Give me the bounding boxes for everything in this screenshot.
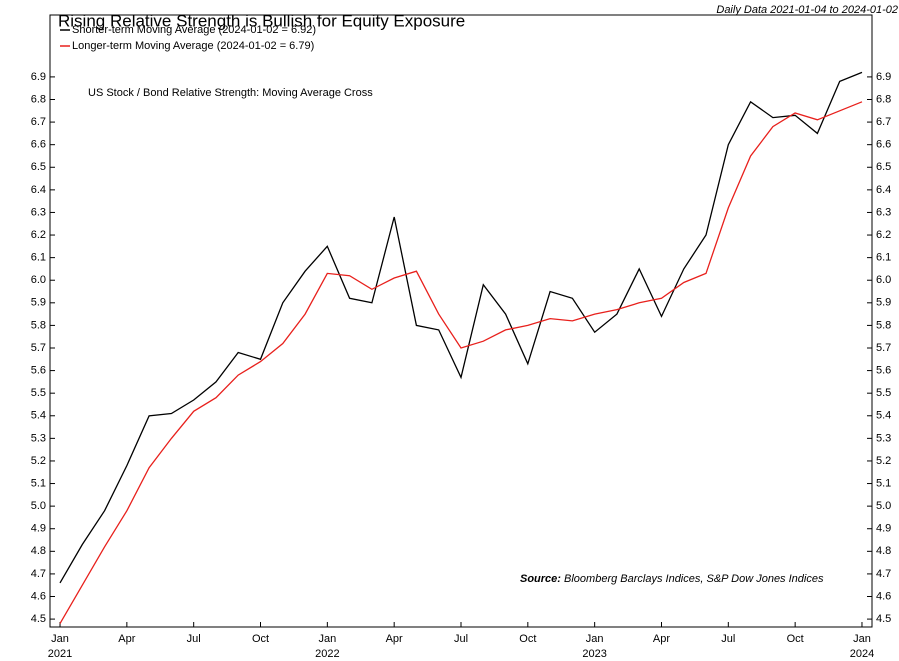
y-tick-label: 6.7 [31, 116, 46, 128]
y2-tick-label: 6.3 [876, 206, 891, 218]
y2-tick-label: 6.4 [876, 184, 891, 196]
x-year-label: 2024 [850, 648, 874, 660]
series-line [59, 71, 863, 584]
y-tick-label: 6.5 [31, 161, 46, 173]
y-tick-label: 6.6 [31, 139, 46, 151]
y2-tick-label: 5.4 [876, 410, 891, 422]
x-tick-label: Oct [519, 633, 536, 645]
y2-tick-label: 6.9 [876, 71, 891, 83]
y-tick-label: 5.6 [31, 364, 46, 376]
y-tick-label: 4.7 [31, 568, 46, 580]
y2-tick-label: 6.7 [876, 116, 891, 128]
y2-tick-label: 4.5 [876, 613, 891, 625]
series-line [59, 101, 863, 624]
x-year-label: 2023 [582, 648, 606, 660]
y2-tick-label: 6.8 [876, 93, 891, 105]
y2-tick-label: 6.0 [876, 274, 891, 286]
y-tick-label: 5.1 [31, 477, 46, 489]
y2-tick-label: 4.7 [876, 568, 891, 580]
y2-tick-label: 5.6 [876, 364, 891, 376]
y2-tick-label: 5.0 [876, 500, 891, 512]
legend-label: Shorter-term Moving Average (2024-01-02 … [72, 24, 316, 36]
y2-tick-label: 5.8 [876, 319, 891, 331]
x-tick-label: Apr [118, 633, 135, 645]
x-tick-label: Jan [51, 633, 69, 645]
y-tick-label: 4.6 [31, 590, 46, 602]
y2-tick-label: 4.9 [876, 523, 891, 535]
chart-subtitle: Daily Data 2021-01-04 to 2024-01-02 [716, 4, 898, 16]
y-tick-label: 6.1 [31, 252, 46, 264]
y-tick-label: 4.5 [31, 613, 46, 625]
y-tick-label: 5.0 [31, 500, 46, 512]
y-tick-label: 6.4 [31, 184, 46, 196]
y2-tick-label: 5.3 [876, 432, 891, 444]
y2-tick-label: 5.1 [876, 477, 891, 489]
y-tick-label: 4.9 [31, 523, 46, 535]
y2-tick-label: 5.5 [876, 387, 891, 399]
y-tick-label: 6.3 [31, 206, 46, 218]
x-year-label: 2021 [48, 648, 72, 660]
y-tick-label: 6.0 [31, 274, 46, 286]
x-tick-label: Apr [653, 633, 670, 645]
y-tick-label: 5.2 [31, 455, 46, 467]
y2-tick-label: 4.8 [876, 545, 891, 557]
y-tick-label: 5.3 [31, 432, 46, 444]
y-tick-label: 6.2 [31, 229, 46, 241]
y2-tick-label: 6.2 [876, 229, 891, 241]
y2-tick-label: 4.6 [876, 590, 891, 602]
y-tick-label: 5.7 [31, 342, 46, 354]
legend-label: Longer-term Moving Average (2024-01-02 =… [72, 40, 314, 52]
x-tick-label: Jul [454, 633, 468, 645]
y-tick-label: 6.8 [31, 93, 46, 105]
annotation: US Stock / Bond Relative Strength: Movin… [88, 87, 373, 99]
y2-tick-label: 6.5 [876, 161, 891, 173]
x-tick-label: Oct [787, 633, 804, 645]
y-tick-label: 5.4 [31, 410, 46, 422]
y2-tick-label: 5.2 [876, 455, 891, 467]
y-tick-label: 4.8 [31, 545, 46, 557]
x-tick-label: Jan [318, 633, 336, 645]
x-tick-label: Apr [386, 633, 403, 645]
y-tick-label: 5.8 [31, 319, 46, 331]
source: Source: Bloomberg Barclays Indices, S&P … [520, 573, 824, 585]
y-tick-label: 6.9 [31, 71, 46, 83]
y2-tick-label: 6.1 [876, 252, 891, 264]
y-tick-label: 5.5 [31, 387, 46, 399]
x-tick-label: Oct [252, 633, 269, 645]
y-tick-label: 5.9 [31, 297, 46, 309]
x-tick-label: Jan [853, 633, 871, 645]
source-label: Source: [520, 573, 561, 585]
y2-tick-label: 5.7 [876, 342, 891, 354]
source-text: Bloomberg Barclays Indices, S&P Dow Jone… [564, 573, 824, 585]
chart-title: Rising Relative Strength is Bullish for … [58, 11, 465, 30]
y2-tick-label: 6.6 [876, 139, 891, 151]
x-tick-label: Jan [586, 633, 604, 645]
y2-tick-label: 5.9 [876, 297, 891, 309]
x-tick-label: Jul [721, 633, 735, 645]
x-year-label: 2022 [315, 648, 339, 660]
x-tick-label: Jul [187, 633, 201, 645]
